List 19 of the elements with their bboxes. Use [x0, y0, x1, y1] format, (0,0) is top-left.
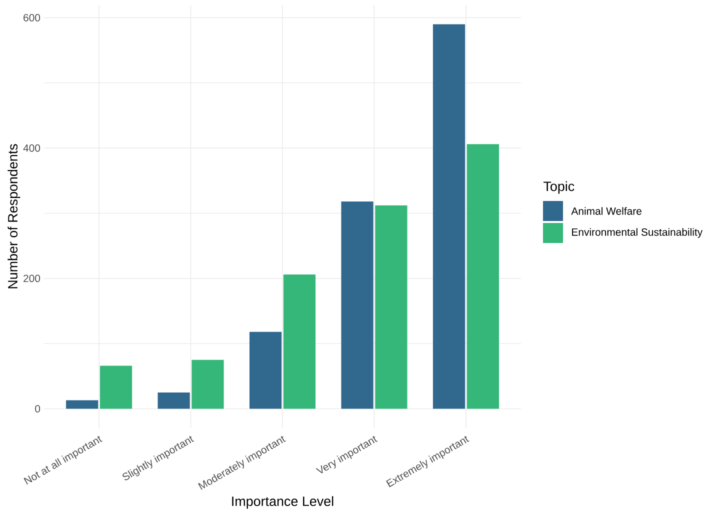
y-tick-label: 0	[35, 405, 40, 412]
y-tick-label: 600	[24, 14, 40, 22]
bar	[66, 400, 98, 409]
bar	[192, 360, 224, 409]
legend-label: Animal Welfare	[571, 207, 642, 215]
legend-title: Topic	[544, 181, 574, 194]
bar	[375, 205, 408, 409]
bar	[249, 332, 282, 409]
x-axis-title: Importance Level	[232, 496, 334, 509]
y-tick-label: 400	[23, 144, 40, 152]
bar	[341, 202, 374, 409]
y-tick-label: 200	[24, 274, 40, 282]
bar	[432, 24, 466, 409]
legend-label: Environmental Sustainability	[572, 228, 703, 238]
bar	[158, 392, 190, 409]
bar	[283, 274, 316, 409]
bar	[466, 144, 499, 409]
bar	[100, 366, 132, 409]
y-axis-title: Number of Respondents	[8, 144, 20, 288]
